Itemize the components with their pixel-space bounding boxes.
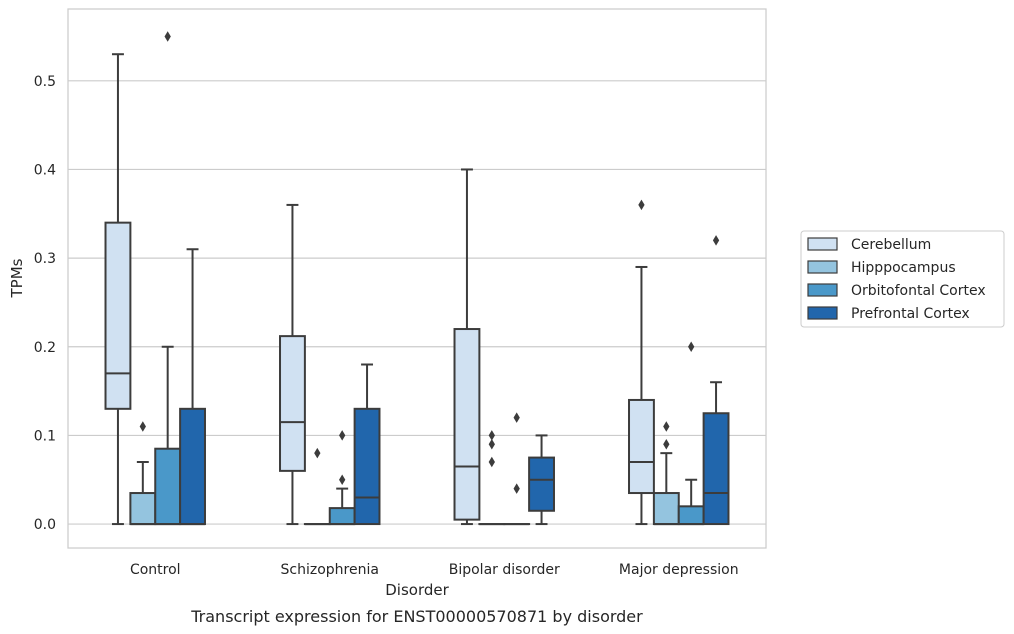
y-tick-label: 0.3: [34, 251, 56, 267]
box-body: [677, 505, 705, 526]
legend-label: Hipppocampus: [851, 260, 956, 276]
outlier-point: [164, 31, 171, 42]
box-series: [104, 31, 730, 526]
series-prefrontal-cortex: [179, 235, 730, 526]
legend-label: Cerebellum: [851, 237, 931, 253]
box-body: [154, 447, 182, 526]
x-tick-label: Major depression: [619, 562, 739, 578]
box: [652, 421, 680, 526]
box-body: [179, 407, 206, 526]
y-tick-label: 0.5: [34, 74, 56, 90]
outlier-point: [663, 421, 670, 432]
legend-swatch: [807, 283, 838, 297]
box: [303, 447, 331, 526]
box: [279, 203, 306, 526]
legend-item: Orbitofontal Cortex: [807, 283, 986, 299]
box-body: [628, 398, 655, 495]
box: [503, 412, 531, 526]
series-hipppocampus: [129, 421, 680, 526]
outlier-point: [339, 474, 346, 485]
box-body: [279, 335, 306, 472]
box-body: [528, 456, 555, 512]
outlier-point: [712, 235, 720, 246]
box: [104, 53, 132, 526]
box: [353, 363, 381, 526]
box: [179, 248, 206, 526]
legend-item: Hipppocampus: [807, 260, 956, 276]
y-axis-ticks: 0.0 0.1 0.2 0.3 0.4 0.5: [34, 74, 56, 533]
legend-label: Prefrontal Cortex: [851, 306, 970, 322]
box-body: [702, 412, 730, 526]
x-axis-ticks: Control Schizophrenia Bipolar disorder Majo…: [130, 562, 739, 578]
outlier-point: [663, 439, 670, 450]
outlier-point: [638, 199, 645, 211]
x-axis-title: Disorder: [385, 581, 449, 599]
box: [528, 434, 555, 526]
box: [154, 31, 182, 526]
outlier-point: [513, 483, 520, 494]
chart-caption: Transcript expression for ENST0000057087…: [190, 607, 643, 626]
box-body: [129, 492, 157, 526]
box: [478, 430, 506, 526]
series-orbitofontal-cortex: [154, 31, 705, 526]
outlier-point: [488, 439, 495, 450]
y-axis-title: TPMs: [8, 258, 26, 298]
box: [702, 235, 730, 526]
legend-label: Orbitofontal Cortex: [851, 283, 986, 299]
plot-frame: [67, 8, 767, 549]
outlier-point: [688, 341, 695, 353]
y-tick-label: 0.2: [34, 340, 56, 356]
x-tick-label: Bipolar disorder: [449, 562, 560, 578]
box-body: [104, 221, 132, 410]
legend: Cerebellum Hipppocampus Orbitofontal Corte…: [800, 230, 1005, 328]
box: [453, 168, 481, 526]
box-body: [328, 507, 356, 526]
box-body: [453, 328, 481, 521]
box-body: [652, 492, 680, 526]
legend-swatch: [807, 237, 838, 251]
outlier-point: [488, 456, 495, 468]
x-tick-label: Schizophrenia: [281, 562, 379, 578]
outlier-point: [513, 412, 520, 423]
box: [628, 199, 655, 526]
outlier-point: [488, 430, 495, 441]
box: [129, 421, 157, 526]
legend-frame: [800, 230, 1005, 328]
legend-item: Cerebellum: [807, 237, 931, 253]
outlier-point: [139, 421, 146, 432]
legend-item: Prefrontal Cortex: [807, 306, 970, 322]
outlier-point: [314, 447, 321, 459]
y-tick-label: 0.1: [34, 428, 56, 444]
y-tick-label: 0.4: [34, 162, 56, 178]
x-tick-label: Control: [130, 562, 181, 578]
legend-swatch: [807, 306, 838, 320]
series-cerebellum: [104, 53, 655, 526]
legend-swatch: [807, 260, 838, 274]
box-body: [353, 407, 381, 526]
outlier-point: [339, 430, 346, 441]
y-tick-label: 0.0: [34, 517, 56, 533]
box: [328, 430, 356, 526]
box: [677, 341, 705, 526]
